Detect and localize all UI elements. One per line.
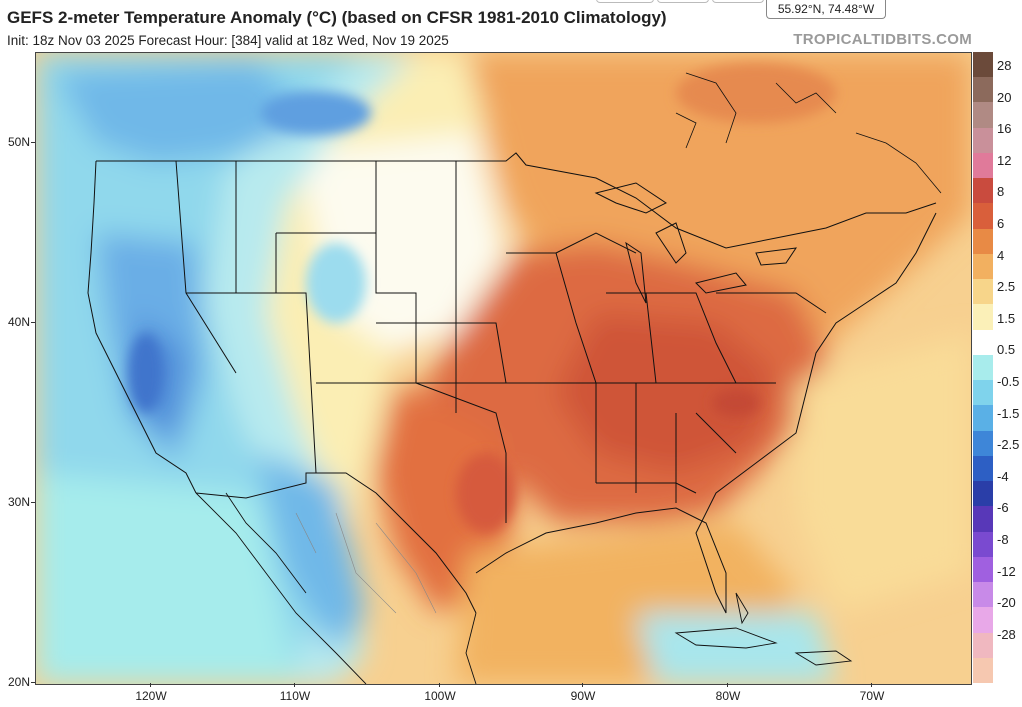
great-lakes [594,182,798,304]
anomaly-detail [128,63,836,533]
color-swatch [973,178,993,204]
color-scale-label: -0.5 [997,374,1020,389]
color-swatch [973,127,993,154]
color-scale-bar [973,52,993,684]
site-brand[interactable]: TROPICALTIDBITS.COM [793,31,972,48]
lon-tick [150,683,151,687]
color-scale-label: -20 [997,595,1016,611]
color-scale-label: -28 [997,626,1016,642]
color-swatch [973,253,993,280]
color-swatch [973,77,993,103]
color-scale-label: 6 [997,216,1005,231]
color-swatch [973,430,993,457]
lon-tick [871,683,872,687]
color-swatch [973,304,993,331]
mexico-coast [195,492,477,684]
color-scale-label: 2.5 [997,279,1016,295]
color-swatch [973,455,993,482]
lon-label: 70W [859,689,885,703]
color-swatch [973,607,993,633]
caribbean-islands [674,592,853,666]
tab-stub[interactable] [712,0,764,3]
lon-label: 100W [424,689,456,703]
lon-label: 110W [279,689,311,703]
color-scale-label: 4 [997,247,1005,263]
color-swatch [973,329,993,356]
state-borders [87,152,937,614]
color-swatch [973,405,993,432]
color-scale-label: 28 [997,58,1012,73]
color-scale-label: 16 [997,121,1012,137]
lon-label: 90W [570,689,596,703]
color-swatch [973,506,993,533]
color-swatch [973,531,993,558]
color-scale-label: -12 [997,563,1016,579]
color-swatch [973,152,993,179]
lat-label: 30N [7,495,30,509]
color-swatch [973,657,993,684]
color-swatch [973,556,993,583]
color-scale-label: 0.5 [997,342,1016,358]
color-scale-label: 8 [997,184,1005,200]
color-scale-label: 1.5 [997,310,1016,326]
color-swatch [973,203,993,230]
lat-tick [31,502,35,503]
color-scale-label: -1.5 [997,405,1020,421]
lon-tick [294,683,295,687]
lat-tick [31,682,35,683]
color-swatch [973,279,993,305]
coordinate-readout: 55.92°N, 74.48°W [766,0,886,19]
lat-label: 40N [7,315,30,329]
tab-stub[interactable] [657,0,709,3]
color-swatch [973,354,993,381]
lat-label: 20N [7,675,30,689]
color-swatch [973,582,993,608]
color-scale-label: 20 [997,89,1012,105]
lat-tick [31,142,35,143]
color-scale-label: -8 [997,532,1009,547]
lat-label: 50N [7,135,30,149]
map-subtitle: Init: 18z Nov 03 2025 Forecast Hour: [38… [7,33,449,48]
map-title: GEFS 2-meter Temperature Anomaly (°C) (b… [7,8,667,27]
color-scale-label: -2.5 [997,437,1020,453]
color-swatch [973,228,993,255]
lon-label: 80W [715,689,741,703]
color-swatch [973,380,993,406]
tab-stub[interactable] [596,0,654,3]
lon-tick [582,683,583,687]
color-swatch [973,52,993,78]
color-swatch [973,632,993,659]
mexico-state-lines [295,512,437,614]
color-scale-label: 12 [997,152,1012,168]
lat-tick [31,322,35,323]
color-scale-label: -6 [997,500,1009,516]
anomaly-map[interactable] [35,52,972,685]
color-swatch [973,102,993,129]
canada-arctic-coast [675,72,942,194]
lon-label: 120W [135,689,167,703]
color-scale-label: -4 [997,468,1009,484]
lon-tick [727,683,728,687]
color-swatch [973,481,993,507]
lon-tick [439,683,440,687]
